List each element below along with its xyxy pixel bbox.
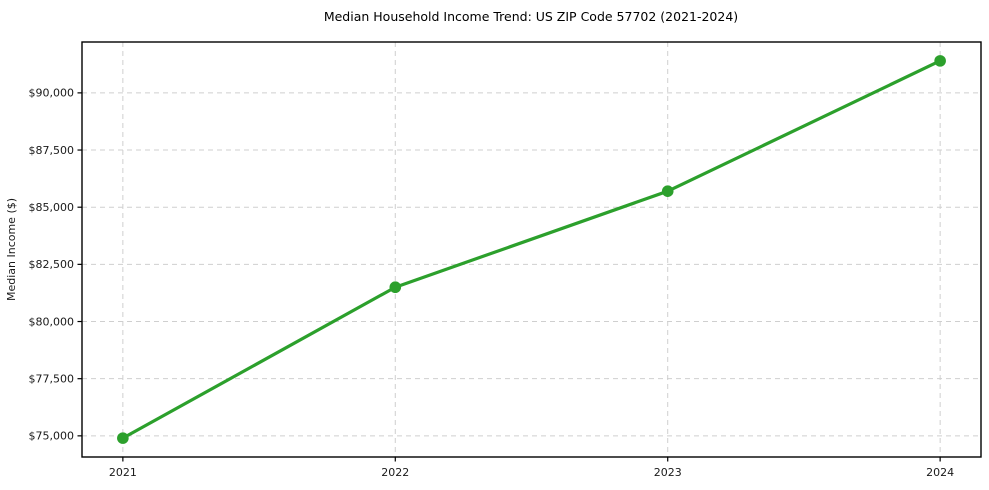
data-point-2023 [661,185,674,197]
plot-border [81,41,982,458]
data-point-2022 [389,281,402,294]
y-tick-label: $85,000 [29,201,75,214]
y-tick-label: $80,000 [29,315,75,328]
y-tick-label: $87,500 [29,144,75,157]
chart-title: Median Household Income Trend: US ZIP Co… [324,9,738,24]
y-tick-label: $90,000 [29,87,75,100]
data-point-2024 [934,55,946,67]
x-tick-label: 2021 [109,466,137,479]
y-tick-label: $75,000 [29,430,75,443]
plot-area: $75,000 $77,500 $80,000 $82,500 $85,000 $87,5… [29,41,982,479]
y-axis-label: Median Income ($) [5,198,18,301]
y-tick-label: $77,500 [29,372,75,385]
income-trend-line [121,59,942,440]
y-tick-label: $82,500 [29,258,75,271]
x-tick-label: 2024 [926,466,954,479]
data-point-2021 [117,432,129,444]
x-tick-label: 2022 [381,466,409,479]
x-tick-label: 2023 [654,466,682,479]
